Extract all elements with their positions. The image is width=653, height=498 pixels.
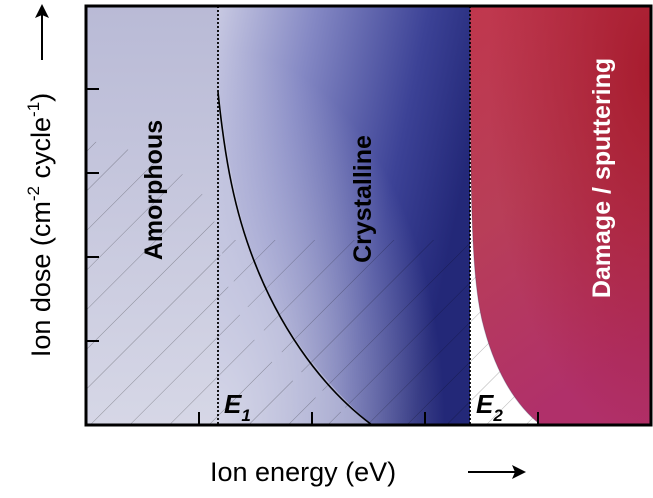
hatch-pattern-right	[218, 240, 541, 425]
e2-letter: E	[476, 389, 494, 419]
amorphous-label: Amorphous	[140, 120, 168, 260]
x-axis-arrow	[468, 465, 526, 479]
y-axis-ticks	[86, 88, 99, 342]
crystalline-label: Crystalline	[349, 135, 377, 263]
e1-label: E1	[224, 389, 251, 425]
e1-subscript: 1	[241, 406, 250, 425]
damage-label: Damage / sputtering	[588, 58, 616, 298]
e2-subscript: 2	[492, 406, 503, 425]
y-label-main: Ion dose (cm	[26, 201, 56, 357]
y-label-sup2: -1	[24, 102, 43, 117]
y-axis-label: Ion dose (cm-2 cycle-1)	[24, 93, 56, 357]
y-label-mid: cycle	[26, 117, 56, 186]
e1-letter: E	[224, 389, 242, 419]
y-label-sup1: -2	[24, 186, 43, 201]
plot-frame	[84, 4, 653, 427]
y-label-end: )	[26, 93, 56, 102]
e2-label: E2	[476, 389, 503, 425]
x-axis-ticks	[198, 412, 539, 425]
y-axis-arrow	[35, 4, 49, 60]
crystallization-boundary-curve	[217, 91, 373, 425]
damage-region-shade	[470, 6, 651, 425]
x-axis-label: Ion energy (eV)	[210, 457, 396, 487]
